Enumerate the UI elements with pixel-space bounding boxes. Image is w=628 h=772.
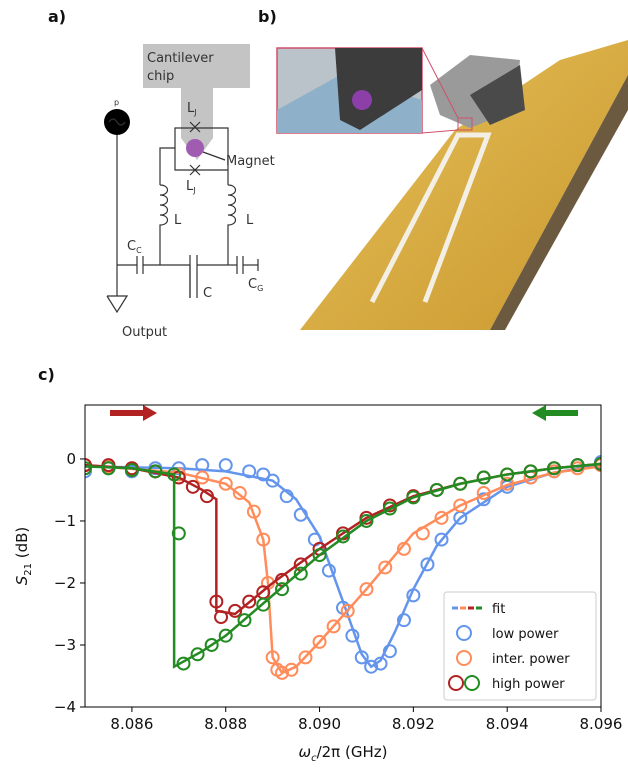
data-point [218,476,233,491]
legend-swatch [448,675,464,691]
data-point [237,613,252,628]
label: Output [122,325,167,340]
data-point [326,619,341,634]
legend-label: inter. power [492,652,570,667]
label: L [174,213,182,228]
label: CG [248,277,263,293]
data-point [420,557,435,572]
y-axis-label-part: 21 [23,563,34,576]
label: CC [127,239,142,255]
data-point [242,464,257,479]
legend-swatch [456,625,472,641]
panel-label: a) [48,7,66,26]
x-tick-label: 8.094 [486,715,529,733]
label: C [203,286,212,301]
x-axis-label-part: c [311,753,317,764]
fit-line [85,463,601,669]
data-point [256,467,271,482]
label: LJ [186,179,196,195]
y-tick-label: 0 [66,450,76,468]
data-point [284,662,299,677]
label: Cantilever [147,51,214,66]
x-tick-label: 8.086 [110,715,153,733]
photo [276,40,628,330]
chart: 8.086 8.088 8.090 8.092 8.094 8.096 −4 −3 −2 −1 0 ω… [13,404,623,764]
data-point [275,665,290,680]
y-axis-label-part: S [13,575,31,585]
data-point [359,513,374,528]
circuit-diagram: Cantilever chip LJ Magnet LJ L L p Outpu… [104,44,275,340]
y-axis-label: S21 (dB) [13,527,34,586]
fit-line [85,463,601,675]
data-point [434,510,449,525]
legend-label: low power [492,627,559,642]
data-point [434,532,449,547]
data-point [453,498,468,513]
legend-label: high power [492,677,565,692]
data-point [298,650,313,665]
y-tick-label: −2 [54,574,76,592]
x-tick-label: 8.092 [392,715,435,733]
y-tick-label: −1 [54,512,76,530]
label: p [114,98,119,107]
data-point [228,603,243,618]
fit-line [85,462,601,669]
panel-label: b) [258,7,277,26]
cantilever [143,44,250,160]
data-point [336,529,350,544]
data-point [242,594,257,609]
x-axis-label: ωc/2π (GHz) [299,743,388,764]
data-point [204,637,219,652]
magnet [186,139,204,157]
x-axis-label-part: /2π (GHz) [317,743,388,761]
label: Magnet [226,154,275,169]
data-point [378,560,393,575]
data-point [218,458,233,473]
data-point [218,628,233,643]
y-axis-label-part: (dB) [13,527,31,563]
label: LJ [187,101,197,117]
data-point [232,486,247,501]
x-tick-label: 8.090 [298,715,341,733]
data-point [396,613,411,628]
label: L [246,213,254,228]
x-axis-label-part: ω [299,743,312,761]
label: chip [147,69,174,84]
data-point [171,526,186,541]
y-tick-label: −4 [54,698,76,716]
data-point [293,566,308,581]
data-point [275,582,290,597]
data-point [406,490,421,505]
legend-swatch [456,650,472,666]
data-point [364,659,379,674]
legend-box [443,591,597,701]
data-point [340,603,355,618]
data-point [382,501,397,516]
sweep-arrow [532,405,578,421]
x-tick-label: 8.096 [580,715,623,733]
data-point [190,647,205,662]
data-point [85,461,92,476]
data-point [312,548,327,563]
legend-label: fit [492,602,505,617]
sweep-arrow [110,405,157,421]
panel-label: c) [38,365,55,384]
y-tick-label: −3 [54,636,76,654]
data-point [256,597,271,612]
x-tick-label: 8.088 [204,715,247,733]
plot-frame [84,404,602,708]
data-point [359,582,374,597]
data-point [312,634,327,649]
legend-swatch [464,675,480,691]
